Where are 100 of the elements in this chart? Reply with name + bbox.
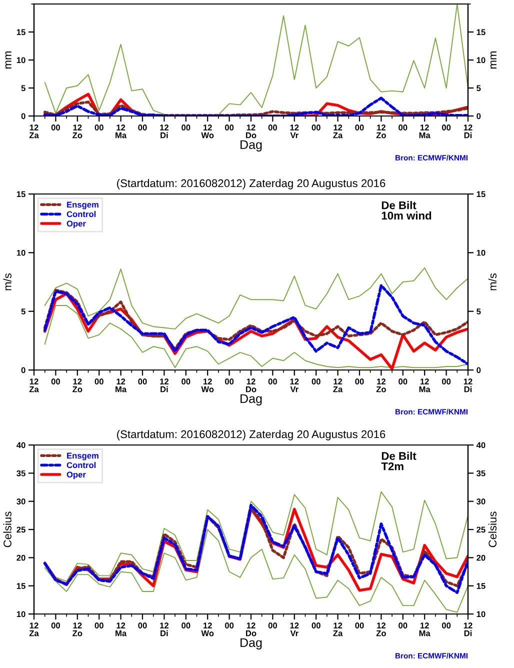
- y2-axis-title: m/s: [488, 273, 497, 290]
- y2-tick-label: 0: [476, 113, 481, 120]
- x-tick-label: 00: [312, 124, 320, 130]
- y-axis-title: mm: [5, 51, 12, 69]
- x-tick-label: 12 Zo: [72, 378, 82, 392]
- x-tick-label: 00: [355, 378, 364, 384]
- x-tick-label: 12 Do: [246, 622, 256, 636]
- x-tick-label: 00: [94, 622, 104, 628]
- line-series: [44, 491, 468, 582]
- line-series: [43, 288, 468, 350]
- x-tick-label: 00: [398, 124, 408, 130]
- x-tick-label: 12 Ma: [116, 622, 127, 636]
- y2-tick-label: 5: [476, 85, 481, 92]
- x-tick-label: 12 Di: [160, 378, 168, 392]
- x-tick-label: 12 Di: [160, 124, 168, 138]
- x-tick-label: 00: [442, 124, 451, 130]
- x-tick-label: 12 Ma: [116, 124, 127, 138]
- x-tick-label: 12 Do: [246, 378, 256, 392]
- y-tick-label: 5: [21, 85, 26, 92]
- x-tick-label: 00: [268, 378, 277, 384]
- x-tick-label: 12 Vr: [290, 378, 299, 392]
- annotation: De Bilt 10m wind: [382, 201, 432, 220]
- y2-tick-label: 25: [476, 526, 486, 533]
- line-series: [44, 529, 468, 613]
- x-tick-label: 00: [94, 378, 104, 384]
- x-axis-title: Dag: [240, 394, 262, 406]
- x-axis-title: Dag: [240, 638, 262, 650]
- x-tick-label: 00: [51, 378, 60, 384]
- y-tick-label: 10: [16, 250, 26, 256]
- y-axis-title: m/s: [3, 273, 12, 290]
- y-tick-label: 15: [16, 583, 26, 589]
- x-tick-label: 12 Ma: [419, 124, 430, 138]
- y2-tick-label: 30: [476, 498, 486, 504]
- y-tick-label: 35: [16, 470, 26, 476]
- x-tick-label: 12 Wo: [201, 378, 214, 392]
- x-tick-label: 12 Za: [29, 622, 39, 636]
- line-series: [43, 96, 468, 116]
- y-tick-label: 20: [16, 554, 26, 561]
- x-tick-label: 00: [51, 622, 60, 628]
- y2-tick-label: 0: [476, 367, 481, 374]
- y-tick-label: 5: [21, 308, 26, 314]
- x-tick-label: 12 Ma: [419, 378, 430, 392]
- x-tick-label: 00: [442, 378, 451, 384]
- line-series: [44, 267, 468, 330]
- x-tick-label: 00: [355, 622, 364, 628]
- x-tick-label: 12 Vr: [290, 622, 299, 636]
- x-tick-label: 12 Di: [160, 622, 168, 636]
- line-series: [43, 100, 468, 116]
- y-axis-title: Celsius: [3, 512, 12, 548]
- y2-tick-label: 15: [476, 191, 486, 198]
- annotation: De Bilt T2m: [381, 452, 416, 470]
- y-tick-label: 15: [16, 29, 26, 36]
- chart-title: (Startdatum: 2016082012) Zaterdag 20 Augustus 2016: [117, 430, 386, 440]
- x-tick-label: 00: [398, 378, 408, 384]
- x-tick-label: 12 Za: [333, 378, 343, 392]
- x-tick-label: 12 Za: [29, 378, 39, 392]
- x-tick-label: 00: [94, 124, 104, 130]
- x-tick-label: 12 Zo: [72, 124, 82, 138]
- y2-axis-title: Celsius: [488, 512, 497, 548]
- y-tick-label: 25: [16, 526, 26, 533]
- y-tick-label: 40: [16, 442, 26, 448]
- x-tick-label: 00: [312, 378, 320, 384]
- x-tick-label: 12 Za: [333, 622, 343, 636]
- x-tick-label: 12 Di: [464, 378, 472, 392]
- x-tick-label: 00: [182, 124, 190, 130]
- x-tick-label: 00: [398, 622, 408, 628]
- x-tick-label: 12 Zo: [376, 124, 386, 138]
- chart-title: (Startdatum: 2016082012) Zaterdag 20 Augustus 2016: [117, 179, 386, 190]
- x-tick-label: 00: [224, 124, 234, 130]
- y-tick-label: 30: [16, 498, 26, 504]
- x-tick-label: 00: [224, 378, 234, 384]
- x-tick-label: 00: [268, 622, 277, 628]
- y2-axis-title: mm: [490, 51, 496, 69]
- legend-label: Ensgem: [67, 202, 98, 210]
- y2-tick-label: 15: [476, 29, 486, 36]
- x-tick-label: 12 Ma: [116, 378, 127, 392]
- y2-tick-label: 20: [476, 554, 486, 561]
- x-tick-label: 12 Wo: [201, 124, 214, 138]
- x-axis-title: Dag: [240, 140, 262, 152]
- y-tick-label: 0: [21, 113, 26, 120]
- y2-tick-label: 10: [476, 611, 486, 618]
- x-tick-label: 12 Wo: [201, 622, 214, 636]
- x-tick-label: 12 Ma: [419, 622, 430, 636]
- x-tick-label: 00: [51, 124, 60, 130]
- line-series: [44, 304, 468, 368]
- y2-tick-label: 35: [476, 470, 486, 476]
- x-tick-label: 12 Zo: [72, 622, 82, 636]
- y2-tick-label: 15: [476, 583, 486, 589]
- y2-tick-label: 10: [476, 57, 486, 64]
- x-tick-label: 00: [182, 622, 190, 628]
- x-tick-label: 00: [355, 124, 364, 130]
- x-tick-label: 00: [138, 378, 147, 384]
- y2-tick-label: 5: [476, 308, 481, 314]
- y2-tick-label: 10: [476, 250, 486, 256]
- x-tick-label: 12 Za: [333, 124, 343, 138]
- x-tick-label: 00: [312, 622, 320, 628]
- legend-label: Oper: [66, 472, 86, 480]
- x-tick-label: 00: [442, 622, 451, 628]
- y-tick-label: 10: [16, 57, 26, 64]
- x-tick-label: 00: [268, 124, 277, 130]
